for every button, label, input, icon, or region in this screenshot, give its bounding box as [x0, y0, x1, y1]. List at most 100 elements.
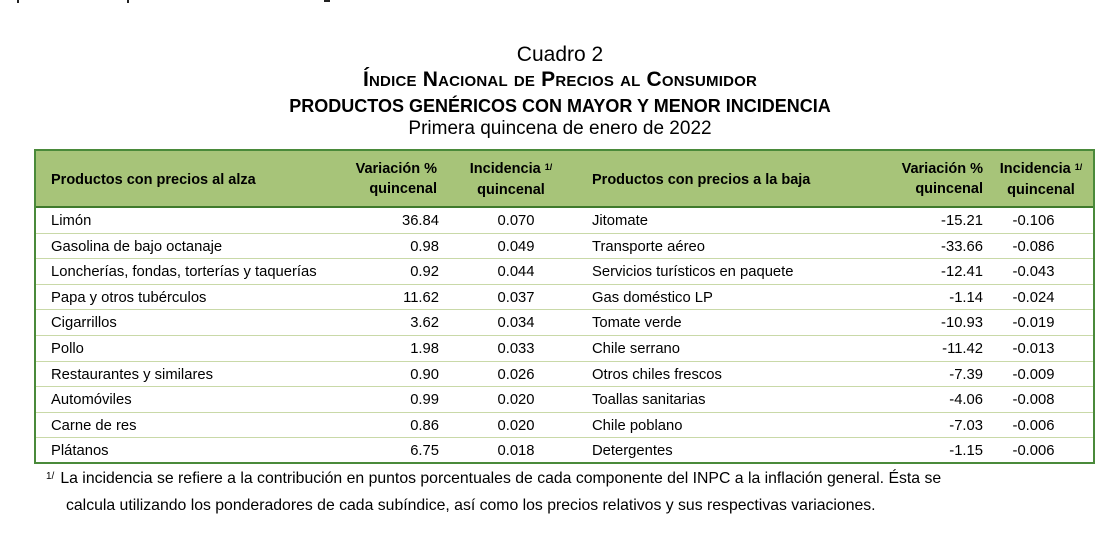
- table-row: Cigarrillos 3.62 0.034 Tomate verde -10.…: [36, 310, 1093, 336]
- table-period: Primera quincena de enero de 2022: [408, 118, 712, 139]
- table-row: Plátanos 6.75 0.018 Detergentes -1.15 -0…: [36, 438, 1093, 464]
- header-baja: Productos con precios a la baja: [592, 172, 811, 188]
- variation-down: -7.03: [949, 417, 983, 434]
- product-down: Jitomate: [592, 213, 648, 229]
- variation-up: 36.84: [401, 213, 439, 229]
- product-up: Restaurantes y similares: [51, 366, 213, 383]
- product-up: Gasolina de bajo octanaje: [51, 238, 223, 255]
- product-down: Tomate verde: [592, 315, 682, 332]
- product-up: Loncherías, fondas, torterías y taquería…: [51, 264, 317, 281]
- header-alza-incidencia: Incidencia 1/ quincenal: [456, 159, 566, 200]
- table-row: Pollo 1.98 0.033 Chile serrano -11.42 -0…: [36, 336, 1093, 362]
- product-down: Gas doméstico LP: [592, 289, 713, 306]
- table-row: Papa y otros tubérculos 11.62 0.037 Gas …: [36, 285, 1093, 311]
- variation-down: -1.14: [949, 289, 983, 306]
- product-down: Toallas sanitarias: [592, 392, 706, 409]
- product-down: Transporte aéreo: [592, 238, 705, 255]
- cropped-text-remnant: [0, 0, 1120, 4]
- variation-down: -7.39: [949, 366, 983, 383]
- incidence-down: -0.043: [1012, 264, 1055, 281]
- product-up: Limón: [51, 213, 92, 229]
- header-label: Incidencia: [999, 161, 1071, 177]
- footnote-line-2: calcula utilizando los ponderadores de c…: [66, 497, 876, 514]
- footnote-ref: 1/: [544, 162, 553, 172]
- header-baja-variacion: Variación % quincenal: [873, 159, 983, 199]
- variation-down: -11.42: [942, 340, 983, 357]
- variation-down: -12.41: [941, 264, 983, 281]
- variation-up: 0.86: [410, 417, 439, 434]
- incidence-down: -0.024: [1012, 289, 1055, 306]
- table-row: Loncherías, fondas, torterías y taquería…: [36, 259, 1093, 285]
- table-row: Restaurantes y similares 0.90 0.026 Otro…: [36, 362, 1093, 388]
- product-up: Plátanos: [51, 443, 109, 460]
- footnote-line-1: La incidencia se refiere a la contribuci…: [60, 470, 942, 487]
- incidence-up: 0.034: [497, 315, 535, 332]
- header-label: Variación %: [901, 161, 983, 177]
- incidence-up: 0.020: [497, 417, 535, 434]
- product-down: Servicios turísticos en paquete: [592, 264, 794, 281]
- table-header: Productos con precios al alza Variación …: [36, 151, 1093, 208]
- header-label: quincenal: [477, 182, 545, 198]
- incidence-down: -0.009: [1012, 366, 1055, 383]
- table-title: Índice Nacional de Precios al Consumidor: [362, 68, 758, 91]
- table-body: Limón 36.84 0.070 Jitomate -15.21 -0.106…: [36, 208, 1093, 464]
- header-label: quincenal: [915, 181, 983, 197]
- variation-down: -4.06: [949, 392, 983, 409]
- product-down: Chile poblano: [592, 417, 683, 434]
- table-number: Cuadro 2: [516, 43, 604, 66]
- header-label: quincenal: [369, 181, 437, 197]
- variation-up: 11.62: [403, 289, 439, 306]
- variation-up: 6.75: [410, 443, 439, 460]
- variation-up: 1.98: [410, 340, 439, 357]
- variation-up: 3.62: [410, 315, 439, 332]
- incidence-up: 0.044: [497, 264, 535, 281]
- header-label: Incidencia: [469, 161, 541, 177]
- variation-up: 0.99: [410, 392, 439, 409]
- incidence-up: 0.049: [497, 238, 535, 255]
- incidence-table: Productos con precios al alza Variación …: [34, 149, 1095, 464]
- product-down: Chile serrano: [592, 340, 681, 357]
- incidence-down: -0.008: [1012, 392, 1055, 409]
- product-down: Otros chiles frescos: [592, 366, 722, 383]
- incidence-up: 0.070: [497, 213, 535, 229]
- table-row: Gasolina de bajo octanaje 0.98 0.049 Tra…: [36, 234, 1093, 260]
- table-row: Automóviles 0.99 0.020 Toallas sanitaria…: [36, 387, 1093, 413]
- variation-down: -10.93: [941, 315, 983, 332]
- footnote: 1/La incidencia se refiere a la contribu…: [46, 466, 1096, 518]
- incidence-up: 0.018: [497, 443, 535, 460]
- product-up: Papa y otros tubérculos: [51, 289, 207, 306]
- variation-up: 0.92: [410, 264, 439, 281]
- incidence-down: -0.006: [1012, 443, 1055, 460]
- variation-up: 0.90: [410, 366, 439, 383]
- incidence-down: -0.013: [1012, 340, 1055, 357]
- footnote-ref: 1/: [1074, 162, 1083, 172]
- variation-up: 0.98: [410, 238, 439, 255]
- incidence-up: 0.037: [497, 289, 535, 306]
- header-label: Variación %: [355, 161, 437, 177]
- incidence-down: -0.006: [1012, 417, 1055, 434]
- product-up: Cigarrillos: [51, 315, 117, 332]
- header-label: quincenal: [1007, 182, 1075, 198]
- incidence-up: 0.020: [497, 392, 535, 409]
- product-up: Carne de res: [51, 417, 137, 434]
- incidence-down: -0.106: [1012, 213, 1055, 229]
- table-titles: Cuadro 2 Índice Nacional de Precios al C…: [0, 43, 1120, 140]
- variation-down: -1.15: [949, 443, 983, 460]
- table-row: Limón 36.84 0.070 Jitomate -15.21 -0.106: [36, 208, 1093, 234]
- variation-down: -15.21: [941, 213, 983, 229]
- product-up: Automóviles: [51, 392, 132, 409]
- incidence-down: -0.086: [1012, 238, 1055, 255]
- product-up: Pollo: [51, 340, 84, 357]
- table-subtitle: PRODUCTOS GENÉRICOS CON MAYOR Y MENOR IN…: [289, 96, 831, 116]
- incidence-up: 0.026: [497, 366, 535, 383]
- variation-down: -33.66: [941, 238, 983, 255]
- incidence-down: -0.019: [1012, 315, 1055, 332]
- header-alza-variacion: Variación % quincenal: [327, 159, 437, 199]
- footnote-marker: 1/: [46, 471, 55, 482]
- incidence-up: 0.033: [497, 340, 535, 357]
- table-row: Carne de res 0.86 0.020 Chile poblano -7…: [36, 413, 1093, 439]
- product-down: Detergentes: [592, 443, 673, 460]
- header-alza: Productos con precios al alza: [51, 172, 256, 188]
- header-baja-incidencia: Incidencia 1/ quincenal: [991, 159, 1091, 200]
